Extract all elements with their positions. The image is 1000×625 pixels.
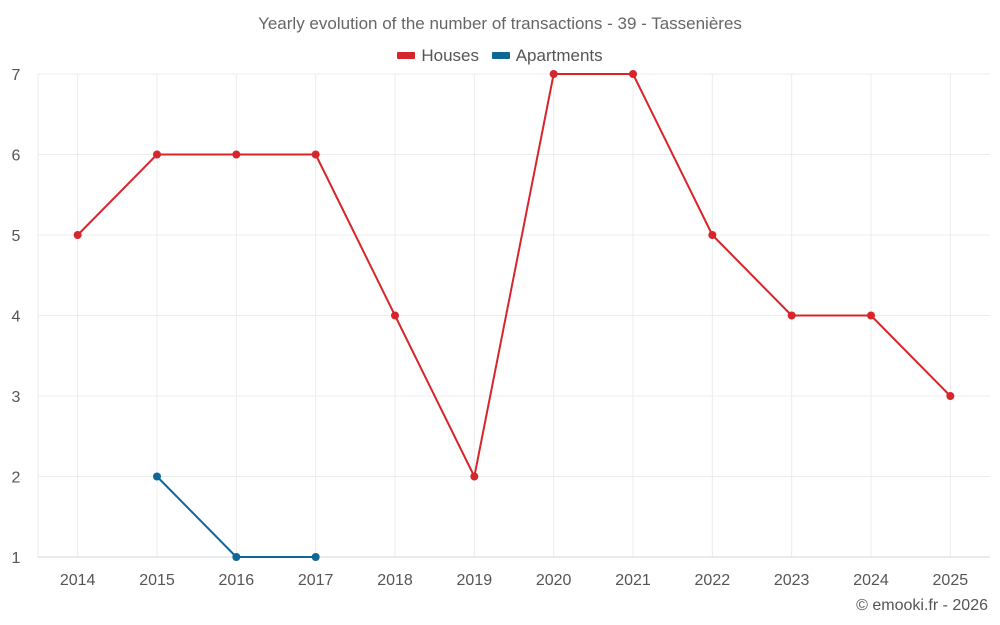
y-tick-label: 2	[12, 470, 21, 487]
x-tick-label: 2017	[298, 572, 334, 589]
y-tick-label: 6	[12, 148, 21, 165]
x-tick-label: 2016	[219, 572, 255, 589]
data-point-houses[interactable]	[946, 392, 955, 400]
data-point-houses[interactable]	[549, 70, 558, 78]
data-point-houses[interactable]	[232, 150, 241, 159]
series-group	[73, 70, 955, 561]
data-point-apartments[interactable]	[311, 553, 320, 561]
y-tick-label: 1	[12, 550, 21, 567]
data-point-houses[interactable]	[153, 150, 161, 159]
chart-legend: Houses Apartments	[0, 44, 1000, 66]
data-point-apartments[interactable]	[153, 472, 161, 481]
legend-label-houses: Houses	[421, 45, 479, 65]
y-tick-label: 4	[12, 309, 21, 326]
x-tick-label: 2014	[60, 572, 96, 589]
legend-swatch-apartments	[491, 52, 510, 59]
data-point-houses[interactable]	[629, 70, 637, 78]
data-point-houses[interactable]	[787, 311, 796, 320]
axes: 1 2 3 4 5 6 7 2014 2015 2016 2017 2018 2019 2020 2021 2…	[12, 67, 990, 589]
legend-swatch-houses	[397, 52, 416, 59]
x-tick-label: 2022	[695, 572, 731, 589]
y-tick-label: 3	[12, 389, 21, 406]
x-tick-label: 2024	[853, 572, 889, 589]
series-line-houses	[76, 73, 952, 478]
legend-label-apartments: Apartments	[515, 45, 603, 65]
x-tick-label: 2015	[139, 572, 175, 589]
data-point-apartments[interactable]	[232, 553, 241, 561]
x-tick-label: 2020	[536, 572, 572, 589]
legend-item-apartments[interactable]: Apartments	[491, 45, 603, 66]
legend-item-houses[interactable]: Houses	[397, 46, 479, 66]
chart-title: Yearly evolution of the number of transa…	[258, 14, 742, 33]
y-tick-label: 7	[12, 67, 21, 84]
x-tick-label: 2019	[457, 572, 493, 589]
data-point-houses[interactable]	[391, 311, 399, 320]
y-tick-label: 5	[12, 228, 21, 245]
data-point-houses[interactable]	[470, 472, 479, 481]
x-tick-label: 2018	[377, 572, 413, 589]
data-point-houses[interactable]	[73, 231, 82, 239]
data-point-houses[interactable]	[867, 311, 875, 320]
x-tick-label: 2025	[933, 572, 969, 589]
x-tick-label: 2023	[774, 572, 810, 589]
credit-text: © emooki.fr - 2026	[856, 597, 988, 614]
x-tick-label: 2021	[615, 572, 651, 589]
data-point-houses[interactable]	[708, 231, 717, 239]
data-point-houses[interactable]	[311, 150, 320, 159]
